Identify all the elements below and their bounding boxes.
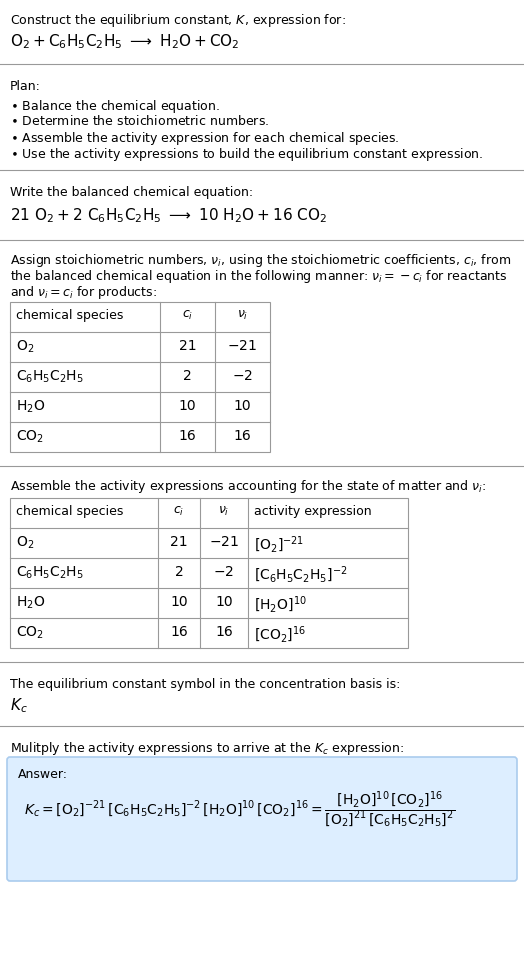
Text: $[\mathrm{H_2O}]^{10}$: $[\mathrm{H_2O}]^{10}$ bbox=[254, 595, 307, 616]
Text: 21: 21 bbox=[179, 339, 196, 353]
Text: $c_i$: $c_i$ bbox=[182, 309, 193, 322]
Text: $c_i$: $c_i$ bbox=[173, 505, 184, 518]
Bar bbox=[10, 302, 270, 452]
Text: chemical species: chemical species bbox=[16, 505, 123, 518]
Text: $\mathrm{O_2}$: $\mathrm{O_2}$ bbox=[16, 339, 34, 355]
Text: $[\mathrm{C_6H_5C_2H_5}]^{-2}$: $[\mathrm{C_6H_5C_2H_5}]^{-2}$ bbox=[254, 565, 347, 586]
Text: Assemble the activity expressions accounting for the state of matter and $\nu_i$: Assemble the activity expressions accoun… bbox=[10, 478, 486, 495]
Text: $\nu_i$: $\nu_i$ bbox=[237, 309, 248, 322]
Text: the balanced chemical equation in the following manner: $\nu_i = -c_i$ for react: the balanced chemical equation in the fo… bbox=[10, 268, 507, 285]
Text: $\bullet$ Balance the chemical equation.: $\bullet$ Balance the chemical equation. bbox=[10, 98, 220, 115]
Text: The equilibrium constant symbol in the concentration basis is:: The equilibrium constant symbol in the c… bbox=[10, 678, 400, 691]
Text: 21: 21 bbox=[170, 535, 188, 549]
Text: $K_c$: $K_c$ bbox=[10, 696, 28, 715]
Text: $\mathrm{CO_2}$: $\mathrm{CO_2}$ bbox=[16, 429, 44, 446]
Text: Plan:: Plan: bbox=[10, 80, 41, 93]
Text: 10: 10 bbox=[170, 595, 188, 609]
FancyBboxPatch shape bbox=[7, 757, 517, 881]
Text: $\mathrm{H_2O}$: $\mathrm{H_2O}$ bbox=[16, 399, 45, 415]
Text: $-2$: $-2$ bbox=[232, 369, 253, 383]
Text: activity expression: activity expression bbox=[254, 505, 372, 518]
Text: 10: 10 bbox=[215, 595, 233, 609]
Text: 2: 2 bbox=[174, 565, 183, 579]
Text: 10: 10 bbox=[234, 399, 252, 413]
Text: 16: 16 bbox=[170, 625, 188, 639]
Text: Assign stoichiometric numbers, $\nu_i$, using the stoichiometric coefficients, $: Assign stoichiometric numbers, $\nu_i$, … bbox=[10, 252, 511, 269]
Text: $\mathrm{O_2}$: $\mathrm{O_2}$ bbox=[16, 535, 34, 551]
Text: Write the balanced chemical equation:: Write the balanced chemical equation: bbox=[10, 186, 253, 199]
Text: $\bullet$ Assemble the activity expression for each chemical species.: $\bullet$ Assemble the activity expressi… bbox=[10, 130, 399, 147]
Text: 16: 16 bbox=[179, 429, 196, 443]
Text: $[\mathrm{O_2}]^{-21}$: $[\mathrm{O_2}]^{-21}$ bbox=[254, 535, 304, 556]
Text: Answer:: Answer: bbox=[18, 768, 68, 781]
Text: $-21$: $-21$ bbox=[209, 535, 239, 549]
Text: Mulitply the activity expressions to arrive at the $K_c$ expression:: Mulitply the activity expressions to arr… bbox=[10, 740, 405, 757]
Text: $\mathrm{C_6H_5C_2H_5}$: $\mathrm{C_6H_5C_2H_5}$ bbox=[16, 565, 84, 581]
Text: $\mathrm{O_2 + C_6H_5C_2H_5}$ $\longrightarrow$ $\mathrm{H_2O + CO_2}$: $\mathrm{O_2 + C_6H_5C_2H_5}$ $\longrigh… bbox=[10, 32, 239, 51]
Text: $\bullet$ Use the activity expressions to build the equilibrium constant express: $\bullet$ Use the activity expressions t… bbox=[10, 146, 483, 163]
Text: 16: 16 bbox=[215, 625, 233, 639]
Text: chemical species: chemical species bbox=[16, 309, 123, 322]
Text: Construct the equilibrium constant, $K$, expression for:: Construct the equilibrium constant, $K$,… bbox=[10, 12, 346, 29]
Text: $K_c = [\mathrm{O_2}]^{-21}\,[\mathrm{C_6H_5C_2H_5}]^{-2}\,[\mathrm{H_2O}]^{10}\: $K_c = [\mathrm{O_2}]^{-21}\,[\mathrm{C_… bbox=[24, 790, 455, 830]
Text: and $\nu_i = c_i$ for products:: and $\nu_i = c_i$ for products: bbox=[10, 284, 157, 301]
Text: 16: 16 bbox=[234, 429, 252, 443]
Bar bbox=[10, 498, 408, 648]
Text: $-21$: $-21$ bbox=[227, 339, 257, 353]
Text: $\nu_i$: $\nu_i$ bbox=[219, 505, 230, 518]
Text: $\mathrm{CO_2}$: $\mathrm{CO_2}$ bbox=[16, 625, 44, 642]
Text: $\mathrm{C_6H_5C_2H_5}$: $\mathrm{C_6H_5C_2H_5}$ bbox=[16, 369, 84, 385]
Text: $\bullet$ Determine the stoichiometric numbers.: $\bullet$ Determine the stoichiometric n… bbox=[10, 114, 269, 128]
Text: 10: 10 bbox=[179, 399, 196, 413]
Text: $[\mathrm{CO_2}]^{16}$: $[\mathrm{CO_2}]^{16}$ bbox=[254, 625, 306, 646]
Text: 2: 2 bbox=[183, 369, 192, 383]
Text: $\mathrm{H_2O}$: $\mathrm{H_2O}$ bbox=[16, 595, 45, 612]
Text: $-2$: $-2$ bbox=[213, 565, 235, 579]
Text: $\mathrm{21\ O_2 + 2\ C_6H_5C_2H_5}$ $\longrightarrow$ $\mathrm{10\ H_2O + 16\ C: $\mathrm{21\ O_2 + 2\ C_6H_5C_2H_5}$ $\l… bbox=[10, 206, 328, 225]
